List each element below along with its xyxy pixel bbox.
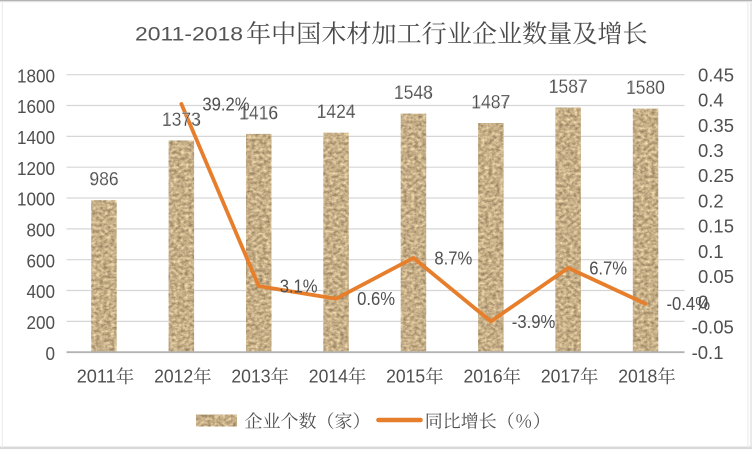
svg-text:3.1%: 3.1% — [280, 276, 318, 297]
svg-text:1416: 1416 — [240, 103, 278, 123]
svg-text:2016: 2016 — [464, 366, 503, 387]
svg-text:2011-2018: 2011-2018 — [135, 23, 243, 45]
svg-text:0.35: 0.35 — [698, 115, 734, 136]
svg-text:1424: 1424 — [316, 102, 356, 123]
svg-text:1548: 1548 — [394, 83, 433, 104]
svg-text:0.25: 0.25 — [698, 165, 734, 186]
svg-text:8.7%: 8.7% — [434, 247, 472, 268]
svg-text:-0.05: -0.05 — [692, 317, 734, 338]
svg-text:1587: 1587 — [549, 77, 588, 98]
svg-text:200: 200 — [27, 313, 56, 333]
svg-text:0.1: 0.1 — [698, 241, 724, 262]
svg-text:1373: 1373 — [162, 109, 200, 129]
svg-text:0: 0 — [698, 291, 708, 312]
svg-text:0.3: 0.3 — [698, 140, 724, 161]
svg-text:1587: 1587 — [549, 76, 587, 96]
svg-text:2015: 2015 — [386, 366, 425, 387]
svg-text:400: 400 — [27, 282, 56, 302]
svg-text:39.2%: 39.2% — [202, 93, 249, 114]
svg-text:1000: 1000 — [17, 190, 55, 210]
svg-text:2013: 2013 — [231, 366, 270, 387]
svg-text:1600: 1600 — [17, 97, 55, 117]
svg-text:1373: 1373 — [162, 110, 201, 131]
svg-text:1580: 1580 — [627, 78, 665, 98]
svg-text:6.7%: 6.7% — [589, 257, 627, 278]
svg-text:0.05: 0.05 — [698, 266, 734, 287]
svg-text:1487: 1487 — [472, 92, 510, 112]
svg-text:2011: 2011 — [77, 366, 116, 387]
svg-text:0.2: 0.2 — [698, 190, 724, 211]
svg-text:0.45: 0.45 — [698, 64, 734, 85]
svg-text:1424: 1424 — [317, 102, 355, 122]
svg-text:0.4: 0.4 — [698, 90, 724, 111]
svg-text:2012: 2012 — [154, 366, 193, 387]
svg-text:1580: 1580 — [626, 78, 665, 99]
svg-text:0.6%: 0.6% — [357, 288, 395, 309]
svg-text:1400: 1400 — [17, 128, 55, 148]
svg-text:1548: 1548 — [394, 83, 432, 103]
svg-text:2014: 2014 — [309, 366, 348, 387]
svg-text:800: 800 — [27, 221, 56, 241]
svg-text:986: 986 — [89, 170, 119, 191]
svg-text:1487: 1487 — [471, 92, 510, 113]
svg-text:2018: 2018 — [618, 366, 657, 387]
svg-text:600: 600 — [27, 251, 56, 271]
svg-text:0: 0 — [46, 344, 56, 364]
svg-text:1200: 1200 — [17, 159, 55, 179]
svg-text:2017: 2017 — [541, 366, 580, 387]
svg-text:-0.4%: -0.4% — [667, 293, 711, 314]
svg-text:-3.9%: -3.9% — [512, 311, 556, 332]
svg-text:1416: 1416 — [239, 103, 278, 124]
svg-text:1800: 1800 — [17, 66, 55, 86]
svg-text:-0.1: -0.1 — [692, 342, 724, 363]
svg-text:986: 986 — [90, 169, 119, 189]
svg-text:0.15: 0.15 — [698, 216, 734, 237]
